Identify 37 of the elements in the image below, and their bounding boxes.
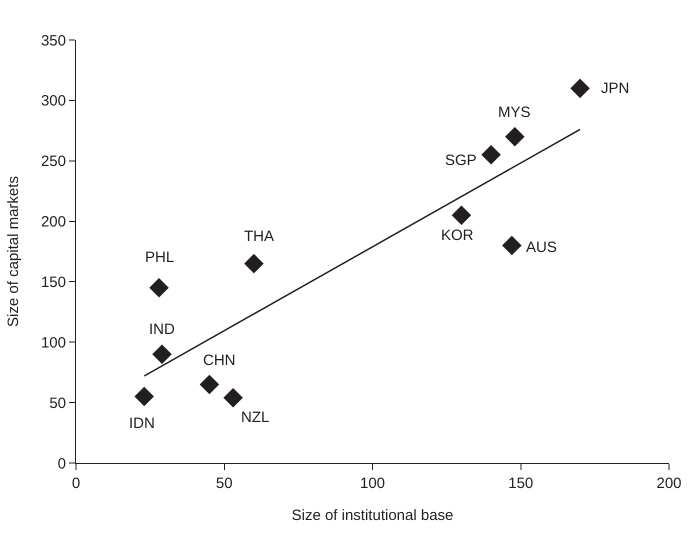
y-axis-title: Size of capital markets [5,176,22,327]
x-tick-label: 0 [72,475,80,492]
x-tick-label: 150 [508,475,534,492]
x-axis-title: Size of institutional base [292,507,454,524]
x-tick-label: 200 [656,475,682,492]
y-tick-label: 100 [40,334,66,352]
y-tick-label: 350 [40,32,66,50]
point [200,374,220,394]
annotation: THA [244,228,274,245]
annotation: AUS [526,239,557,256]
point [502,236,522,256]
annotation: IDN [129,415,155,432]
annotation: KOR [441,227,474,244]
point [452,205,472,225]
point [134,386,154,406]
annotation: MYS [498,104,531,121]
x-tick-label: 50 [216,475,233,492]
annotation: PHL [145,249,174,266]
y-tick-label: 150 [40,274,66,291]
y-tick-label: 0 [58,455,66,472]
point [505,126,525,146]
x-tick-label: 100 [360,475,386,492]
point [152,344,172,364]
annotation: JPN [601,80,630,97]
y-tick-label: 300 [40,92,66,110]
annotation: NZL [241,409,270,426]
y-tick-label: 50 [49,394,66,412]
annotation: IND [149,321,175,338]
point [149,278,169,298]
point [244,254,264,274]
y-tick-label: 200 [40,214,66,231]
annotation: CHN [203,352,236,369]
point [570,78,590,98]
point [223,388,243,408]
point [481,145,501,165]
annotation: SGP [445,152,477,169]
y-tick-label: 250 [40,153,66,170]
